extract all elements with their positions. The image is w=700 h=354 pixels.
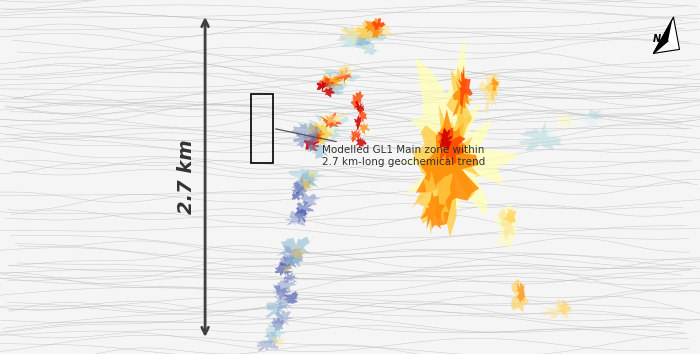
Polygon shape — [485, 73, 500, 104]
Polygon shape — [349, 129, 361, 142]
Polygon shape — [290, 181, 307, 198]
Polygon shape — [418, 171, 454, 235]
Polygon shape — [324, 74, 351, 90]
Polygon shape — [533, 125, 559, 142]
Polygon shape — [272, 284, 290, 301]
Polygon shape — [285, 210, 307, 226]
Polygon shape — [288, 246, 307, 259]
Polygon shape — [354, 22, 379, 45]
Polygon shape — [274, 293, 293, 313]
Polygon shape — [319, 112, 342, 128]
Polygon shape — [294, 207, 308, 223]
Polygon shape — [273, 279, 297, 294]
Polygon shape — [354, 101, 364, 116]
Polygon shape — [420, 191, 446, 229]
Polygon shape — [309, 126, 326, 145]
Polygon shape — [276, 236, 312, 261]
Polygon shape — [361, 45, 380, 55]
Text: N: N — [652, 34, 661, 44]
Polygon shape — [519, 121, 562, 151]
Polygon shape — [274, 310, 295, 326]
Polygon shape — [654, 17, 673, 53]
Polygon shape — [288, 168, 327, 190]
Polygon shape — [364, 18, 385, 38]
Polygon shape — [293, 177, 312, 194]
Polygon shape — [335, 67, 352, 84]
Bar — [251, 94, 273, 163]
Polygon shape — [321, 72, 342, 90]
Polygon shape — [316, 80, 328, 91]
Polygon shape — [440, 127, 453, 149]
Polygon shape — [354, 113, 361, 131]
Polygon shape — [319, 77, 335, 91]
Polygon shape — [265, 320, 287, 341]
Polygon shape — [511, 279, 529, 313]
Polygon shape — [358, 108, 367, 122]
Polygon shape — [295, 200, 314, 216]
Polygon shape — [452, 74, 470, 117]
Polygon shape — [416, 109, 480, 226]
Polygon shape — [335, 32, 359, 49]
Polygon shape — [311, 136, 318, 144]
Polygon shape — [299, 177, 314, 192]
Polygon shape — [307, 170, 318, 182]
Polygon shape — [265, 300, 289, 319]
Polygon shape — [542, 298, 573, 319]
Polygon shape — [279, 263, 293, 273]
Polygon shape — [377, 23, 391, 38]
Polygon shape — [298, 113, 352, 147]
Polygon shape — [503, 208, 517, 225]
Polygon shape — [479, 73, 501, 115]
Polygon shape — [280, 245, 304, 264]
Polygon shape — [307, 144, 329, 159]
Polygon shape — [281, 252, 304, 267]
Polygon shape — [323, 110, 346, 125]
Polygon shape — [359, 122, 370, 136]
Polygon shape — [556, 299, 571, 314]
Polygon shape — [298, 193, 322, 208]
Polygon shape — [446, 66, 473, 142]
Polygon shape — [412, 104, 481, 237]
Polygon shape — [336, 22, 386, 48]
Polygon shape — [494, 202, 517, 250]
Polygon shape — [498, 209, 515, 242]
Polygon shape — [270, 337, 286, 347]
Polygon shape — [438, 128, 466, 165]
Polygon shape — [264, 331, 279, 346]
Polygon shape — [401, 39, 522, 225]
Polygon shape — [270, 317, 284, 331]
Polygon shape — [354, 37, 373, 46]
Polygon shape — [323, 67, 361, 88]
Polygon shape — [491, 78, 498, 91]
Polygon shape — [335, 64, 355, 76]
Polygon shape — [283, 291, 298, 304]
Polygon shape — [351, 91, 364, 112]
Polygon shape — [321, 88, 336, 97]
Polygon shape — [308, 133, 322, 143]
Polygon shape — [290, 123, 321, 143]
Polygon shape — [323, 82, 344, 96]
Text: 2.7 km: 2.7 km — [177, 139, 197, 215]
Polygon shape — [372, 18, 386, 31]
Polygon shape — [556, 112, 573, 130]
Polygon shape — [256, 340, 279, 351]
Text: Modelled GL1 Main zone within
2.7 km-long geochemical trend: Modelled GL1 Main zone within 2.7 km-lon… — [276, 129, 485, 167]
Polygon shape — [302, 114, 336, 147]
Polygon shape — [292, 189, 303, 201]
Polygon shape — [340, 25, 374, 43]
Polygon shape — [294, 171, 316, 193]
Polygon shape — [457, 65, 473, 106]
Polygon shape — [668, 17, 680, 50]
Polygon shape — [274, 263, 293, 276]
Polygon shape — [304, 140, 320, 152]
Polygon shape — [356, 136, 367, 148]
Polygon shape — [305, 122, 333, 145]
Polygon shape — [293, 132, 319, 152]
Polygon shape — [516, 282, 525, 302]
Polygon shape — [279, 254, 297, 272]
Polygon shape — [282, 273, 298, 284]
Polygon shape — [580, 107, 604, 127]
Polygon shape — [587, 109, 603, 120]
